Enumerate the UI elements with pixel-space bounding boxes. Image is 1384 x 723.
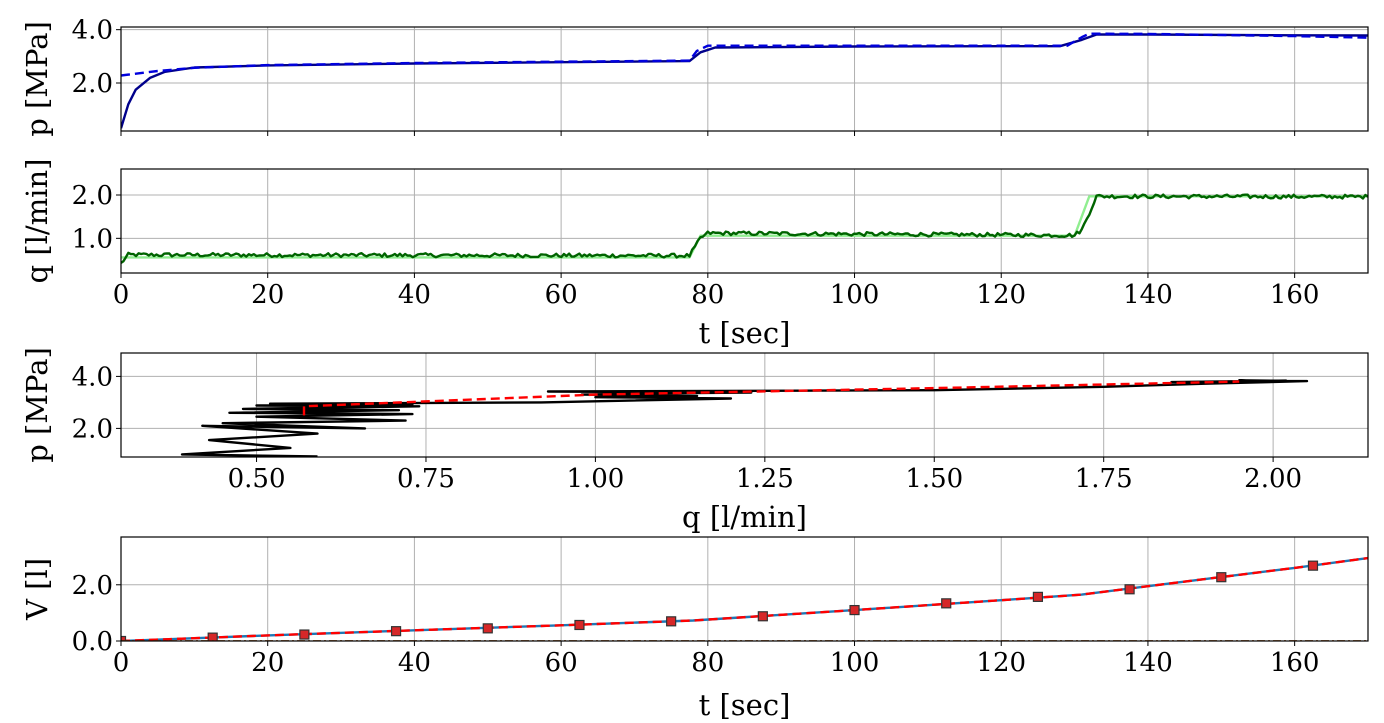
y-tick-label: 1.0 (72, 224, 113, 254)
data-marker (207, 632, 218, 641)
x-tick-label: 100 (830, 648, 880, 678)
data-marker (1032, 591, 1044, 602)
x-tick-label: 60 (545, 648, 578, 678)
x-tick-label: 120 (976, 648, 1026, 678)
x-tick-label: 2.00 (1244, 464, 1302, 494)
axes-frame (120, 536, 1369, 642)
data-marker (482, 623, 493, 634)
subplot-1: 2.0 4.0 p [MPa] (20, 16, 1369, 137)
x-tick-label: 40 (398, 648, 431, 678)
x-tick-label: 1.75 (1075, 464, 1133, 494)
y-axis-label: q [l/min] (20, 159, 54, 284)
plot-area (180, 379, 1309, 457)
y-tick-label: 2.0 (72, 414, 113, 444)
y-tick-label: 0.0 (72, 627, 113, 657)
data-marker (666, 616, 677, 627)
x-tick-label: 60 (545, 280, 578, 310)
data-marker (390, 626, 402, 637)
subplot-4: 0 20 40 60 80 100 120 140 160 0.0 2.0 V [l] t [sec] (20, 536, 1369, 722)
plot-area (121, 556, 1368, 641)
x-axis-label: t [sec] (699, 316, 791, 350)
subplot-2: 0 20 40 60 80 100 120 140 160 1.0 2.0 q [l/min] t [s… (20, 159, 1369, 350)
data-marker (121, 635, 127, 641)
x-tick-label: 1.50 (905, 464, 963, 494)
data-marker (1307, 560, 1319, 571)
x-tick-label: 20 (251, 280, 284, 310)
y-axis-label: p [MPa] (20, 21, 54, 137)
x-axis-label: t [sec] (699, 688, 791, 722)
data-marker (941, 598, 952, 609)
x-tick-label: 40 (398, 280, 431, 310)
series-line-1 (121, 556, 1368, 641)
series-line-2 (302, 380, 1240, 416)
series-line-1 (121, 33, 1368, 129)
x-tick-label: 0 (113, 280, 130, 310)
x-tick-label: 80 (691, 280, 724, 310)
x-tick-label: 0 (113, 648, 130, 678)
series-line-2 (121, 556, 1368, 641)
y-tick-label: 2.0 (72, 69, 113, 99)
x-tick-label: 0.50 (228, 464, 286, 494)
plot-area (121, 32, 1368, 129)
data-marker (757, 611, 768, 622)
x-tick-label: 160 (1270, 280, 1320, 310)
data-marker (1124, 584, 1135, 595)
x-tick-label: 140 (1123, 280, 1173, 310)
x-tick-label: 0.75 (397, 464, 455, 494)
series-line-2 (121, 193, 1368, 264)
series-line-1 (121, 195, 1368, 259)
y-axis-label: V [l] (20, 558, 54, 621)
axes-frame (120, 26, 1369, 132)
x-tick-label: 120 (976, 280, 1026, 310)
x-tick-label: 100 (830, 280, 880, 310)
y-tick-label: 2.0 (72, 181, 113, 211)
x-tick-label: 1.00 (566, 464, 624, 494)
subplot-3: 0.50 0.75 1.00 1.25 1.50 1.75 2.00 2.0 4.0 p [MPa… (20, 347, 1369, 534)
x-tick-label: 80 (691, 648, 724, 678)
x-tick-label: 1.25 (736, 464, 794, 494)
x-tick-label: 20 (251, 648, 284, 678)
x-tick-label: 160 (1270, 648, 1320, 678)
data-marker (574, 619, 585, 631)
y-axis-label: p [MPa] (20, 347, 54, 463)
data-marker (1216, 572, 1227, 583)
x-axis-label: q [l/min] (682, 500, 807, 534)
plot-area (121, 193, 1368, 264)
x-tick-label: 140 (1123, 648, 1173, 678)
y-tick-label: 4.0 (72, 16, 113, 46)
axes-frame (120, 168, 1369, 274)
y-tick-label: 2.0 (72, 571, 113, 601)
axes-frame (120, 352, 1369, 458)
series-line-2 (121, 32, 1368, 77)
data-marker (849, 604, 860, 616)
y-tick-label: 4.0 (72, 362, 113, 392)
data-marker (299, 629, 310, 640)
